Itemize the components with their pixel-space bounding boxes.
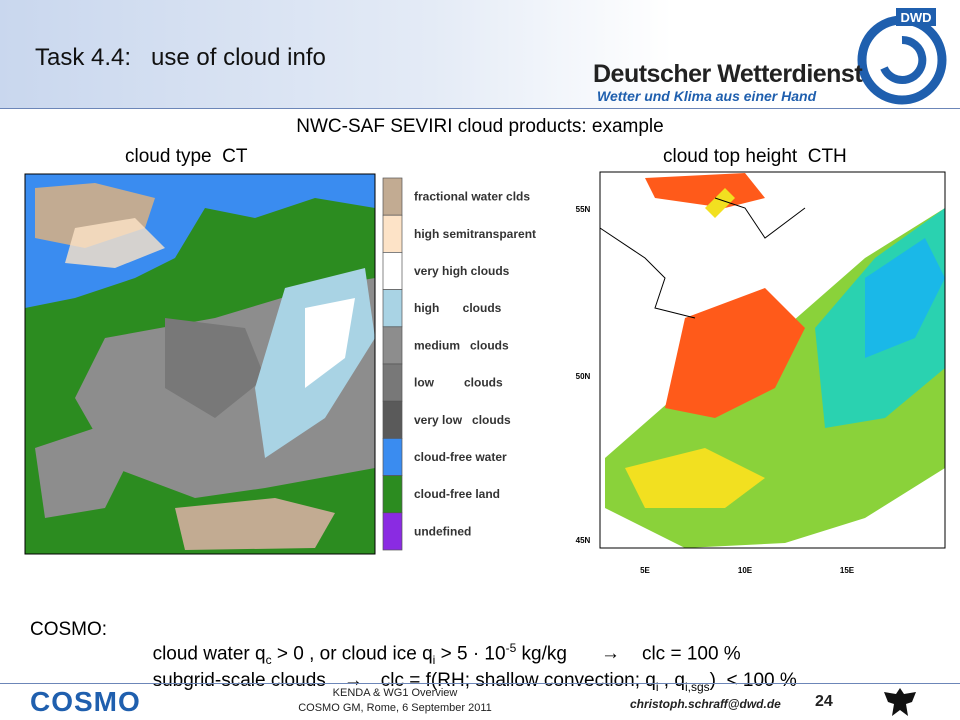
- legend-swatch: [382, 512, 403, 551]
- text: , q: [658, 670, 685, 691]
- coastline: [714, 197, 806, 239]
- legend-label: cloud-free land: [414, 487, 500, 501]
- arrow: →: [343, 670, 363, 691]
- legend-label: medium clouds: [414, 338, 509, 352]
- page-number: 24: [815, 693, 833, 710]
- footer-rule: [0, 683, 960, 684]
- cloud-top-height-map: 55N 50N 45N 5E 10E 15E: [576, 171, 946, 575]
- footer-line: KENDA & WG1 Overview: [332, 687, 458, 699]
- legend-swatch: [382, 475, 403, 514]
- cloud-patch: [175, 498, 335, 550]
- map-frame: [599, 171, 946, 549]
- badge: [896, 8, 936, 26]
- legend-label: low clouds: [414, 376, 503, 390]
- footer-line: COSMO GM, Rome, 6 September 2011: [298, 702, 492, 714]
- superscript: -5: [505, 641, 517, 655]
- cosmo-lead: COSMO:: [30, 619, 108, 640]
- eagle-emblem: [884, 688, 916, 716]
- lon-label: 5E: [640, 566, 650, 575]
- slide-title: Task 4.4: use of cloud info: [35, 44, 326, 71]
- lat-label: 55N: [576, 205, 591, 214]
- text: clc = 100 %: [641, 643, 741, 665]
- emblem-ring: [857, 15, 947, 105]
- legend: fractional water clds high semitransparen…: [382, 177, 536, 551]
- text: ) < 100 %: [709, 670, 797, 691]
- emblem-swirl: [880, 35, 927, 84]
- lat-label: 45N: [576, 536, 591, 545]
- legend-swatch: [382, 400, 403, 439]
- legend-label: very high clouds: [414, 264, 510, 278]
- legend-swatch: [382, 177, 403, 216]
- cloud-patch: [645, 173, 765, 208]
- cloud-patch: [625, 448, 765, 508]
- map-frame: [24, 173, 376, 555]
- legend-swatch: [382, 363, 403, 402]
- legend-label: very low clouds: [414, 413, 511, 427]
- subtitle: NWC-SAF SEVIRI cloud products: example: [296, 116, 664, 137]
- legend-swatch: [382, 438, 403, 476]
- logo-slogan: Wetter und Klima aus einer Hand: [597, 88, 817, 104]
- left-label: cloud type CT: [125, 146, 248, 167]
- header-band: [0, 0, 960, 109]
- legend-swatch: [382, 214, 403, 253]
- arrow: →: [600, 643, 620, 665]
- cloud-patch: [35, 428, 125, 518]
- footer-email: christoph.schraff@dwd.de: [630, 697, 781, 711]
- cloud-patch: [705, 188, 735, 218]
- lon-label: 15E: [840, 566, 855, 575]
- cloud-patch: [305, 298, 355, 388]
- legend-label: undefined: [414, 524, 471, 538]
- cloud-patch: [165, 318, 265, 418]
- text: > 0 , or cloud ice q: [271, 643, 433, 665]
- subscript: c: [265, 653, 272, 668]
- legend-swatch: [382, 326, 403, 365]
- cloud-type-map: [24, 173, 376, 555]
- legend-label: high clouds: [414, 301, 502, 315]
- legend-label: fractional water clds: [414, 190, 530, 204]
- text: cloud water q: [152, 643, 266, 665]
- badge-text: DWD: [900, 10, 931, 25]
- cloud-patch: [65, 218, 165, 268]
- logo-name: Deutscher Wetterdienst: [593, 60, 863, 88]
- cloud-patch: [865, 238, 945, 358]
- lat-label: 50N: [576, 372, 591, 381]
- subscript: i: [655, 679, 659, 694]
- coastline: [599, 227, 696, 319]
- text: subgrid-scale clouds: [152, 670, 326, 691]
- legend-label: cloud-free water: [414, 450, 507, 464]
- right-label: cloud top height CTH: [663, 146, 847, 167]
- lon-label: 10E: [738, 566, 753, 575]
- cloud-patch: [665, 288, 805, 418]
- dwd-emblem: DWD: [857, 8, 947, 105]
- legend-swatch: [382, 252, 403, 290]
- text: > 5 · 10: [435, 643, 506, 665]
- legend-label: high semitransparent: [414, 227, 536, 241]
- legend-swatch: [382, 289, 403, 328]
- footer-logo: COSMO: [30, 686, 141, 717]
- subscript: i,sgs: [684, 679, 710, 694]
- text: kg/kg: [516, 643, 567, 665]
- eagle: [884, 688, 916, 716]
- formula-line: subgrid-scale clouds → clc = f(RH; shallow…: [142, 648, 797, 694]
- formula-line: cloud water qc > 0 , or cloud ice qi > 5…: [142, 619, 741, 667]
- subscript: i: [432, 653, 436, 668]
- text: clc = f(RH; shallow convection; q: [380, 670, 656, 691]
